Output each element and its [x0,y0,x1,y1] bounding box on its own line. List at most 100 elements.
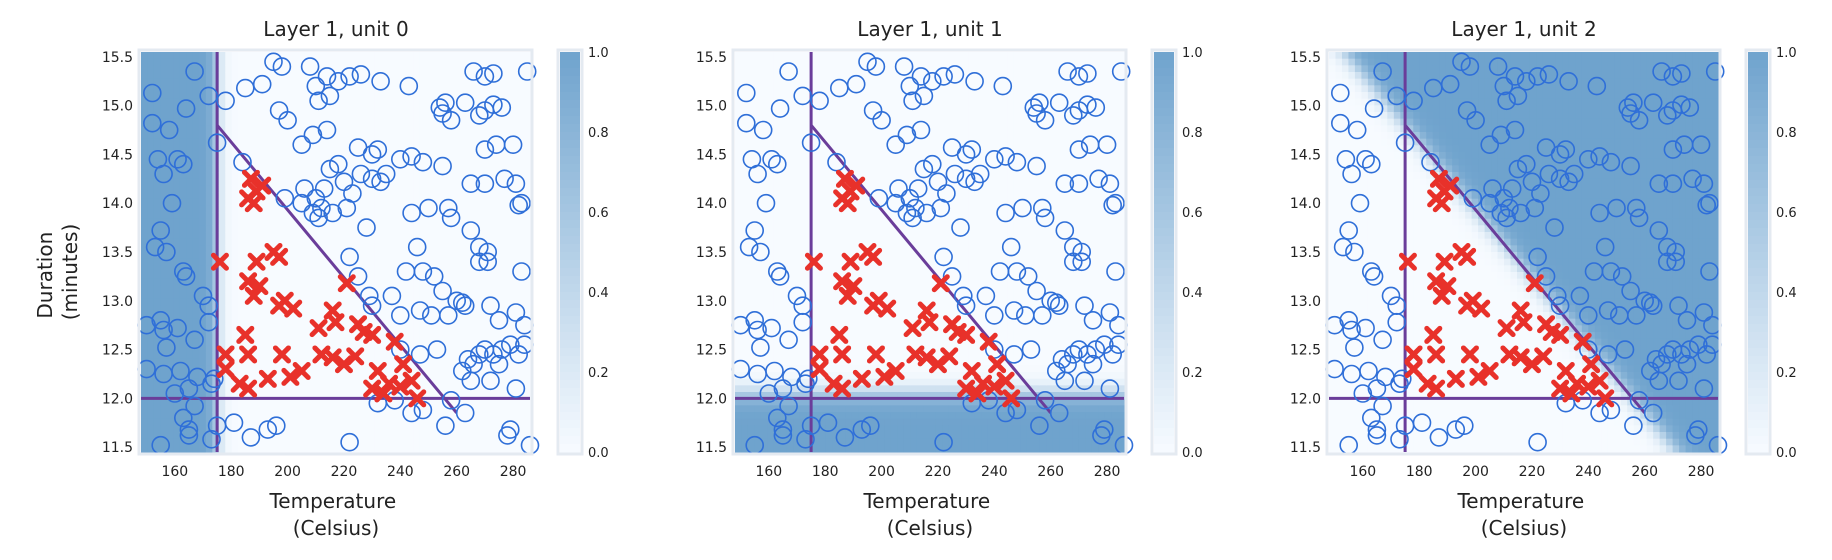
heatmap-cell [465,432,473,440]
colorbar-segment [560,140,580,149]
heatmap-cell [264,205,272,213]
heatmap-cell [767,218,775,226]
heatmap-cell [179,145,187,153]
heatmap-cell [296,65,304,73]
heatmap-cell [478,412,486,420]
heatmap-cell [799,285,807,293]
heatmap-cell [141,252,149,260]
heatmap-cell [393,392,401,400]
heatmap-cell [406,158,414,166]
heatmap-cell [264,225,272,233]
heatmap-cell [504,298,512,306]
heatmap-cell [387,132,395,140]
heatmap-cell [439,412,447,420]
heatmap-cell [760,285,769,293]
heatmap-cell [309,412,317,420]
heatmap-cell [393,292,401,300]
heatmap-cell [439,438,447,446]
heatmap-cell [793,192,801,200]
heatmap-cell [160,165,168,173]
heatmap-cell [819,212,827,220]
heatmap-cell [231,292,239,300]
heatmap-cell [819,92,827,100]
heatmap-cell [257,145,265,153]
heatmap-cell [244,405,252,413]
circle-icon [216,91,235,111]
heatmap-cell [147,278,155,286]
heatmap-cell [341,252,350,260]
heatmap-cell [478,118,486,126]
heatmap-cell [257,78,265,86]
heatmap-cell [179,398,187,406]
heatmap-cell [838,272,846,280]
heatmap-cell [192,252,200,260]
heatmap-cell [264,432,272,440]
heatmap-cell [380,278,388,286]
heatmap-cell [251,332,259,340]
heatmap-cell [179,178,187,186]
heatmap-cell [504,438,512,446]
circle-icon [399,76,419,96]
heatmap-cell [504,232,512,240]
heatmap-cell [432,198,440,206]
heatmap-cell [754,298,762,306]
heatmap-cell [504,145,512,153]
heatmap-cell [309,58,317,66]
heatmap-cell [218,192,226,200]
heatmap-cell [244,212,252,220]
heatmap-cell [309,192,317,200]
heatmap-cell [793,78,801,86]
heatmap-cell [400,232,408,240]
heatmap-cell [845,232,853,240]
heatmap-cell [153,405,162,413]
heatmap-cell [432,258,440,266]
heatmap-cell [497,385,505,393]
heatmap-cell [290,338,298,346]
heatmap-cell [153,225,162,233]
heatmap-cell [426,392,434,400]
heatmap-cell [166,445,175,453]
heatmap-cell [270,445,278,453]
heatmap-cell [400,138,408,146]
heatmap-cell [290,258,298,266]
heatmap-cell [819,385,827,393]
heatmap-cell [812,385,820,393]
heatmap-cell [465,425,473,433]
heatmap-cell [523,145,531,153]
heatmap-cell [400,185,408,193]
heatmap-cell [238,352,246,360]
heatmap-cell [832,185,840,193]
heatmap-cell [413,378,421,386]
heatmap-cell [484,72,492,80]
heatmap-cell [264,292,272,300]
heatmap-cell [406,278,414,286]
heatmap-cell [309,352,317,360]
heatmap-cell [387,78,395,86]
heatmap-cell [218,112,226,120]
heatmap-cell [166,138,175,146]
heatmap-cell [270,285,278,293]
heatmap-cell [218,225,226,233]
heatmap-cell [845,312,853,320]
cross-icon [374,384,393,403]
heatmap-cell [458,172,466,180]
heatmap-cell [283,78,291,86]
heatmap-cell [270,232,278,240]
heatmap-cell [845,252,853,260]
heatmap-cell [270,225,278,233]
heatmap-cell [432,85,440,93]
heatmap-cell [786,238,794,246]
heatmap-cell [465,158,473,166]
heatmap-cell [205,132,213,140]
heatmap-cell [760,378,769,386]
heatmap-cell [225,145,233,153]
heatmap-cell [478,318,486,326]
heatmap-cell [374,132,382,140]
heatmap-cell [825,225,833,233]
heatmap-cell [309,198,317,206]
heatmap-cell [741,198,749,206]
heatmap-cell [845,105,853,113]
heatmap-cell [283,445,291,453]
heatmap-cell [367,218,375,226]
heatmap-cell [458,258,466,266]
